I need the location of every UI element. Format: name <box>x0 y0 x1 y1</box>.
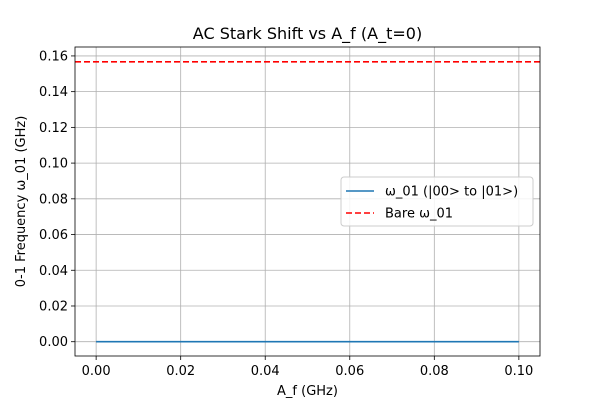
ticks: 0.00 0.02 0.04 0.06 0.08 0.10 0.00 0.02 0.04 0.06… <box>39 49 533 379</box>
chart-title: AC Stark Shift vs A_f (A_t=0) <box>193 24 422 44</box>
y-tick-label: 0.06 <box>39 228 68 243</box>
y-tick-label: 0.12 <box>39 121 68 136</box>
legend-label: ω_01 (|00> to |01>) <box>385 185 518 200</box>
y-tick-label: 0.02 <box>39 299 68 314</box>
y-tick-label: 0.16 <box>39 49 68 64</box>
y-tick-label: 0.14 <box>39 85 68 100</box>
y-tick-label: 0.00 <box>39 335 68 350</box>
legend-box <box>340 176 534 227</box>
x-tick-label: 0.06 <box>335 364 364 379</box>
x-axis-label: A_f (GHz) <box>277 384 338 399</box>
y-tick-label: 0.08 <box>39 192 68 207</box>
y-axis-label: 0-1 Frequency ω_01 (GHz) <box>14 116 29 288</box>
plot-frame <box>74 46 541 357</box>
x-tick-label: 0.08 <box>420 364 449 379</box>
legend-label: Bare ω_01 <box>385 207 453 222</box>
x-tick-label: 0.00 <box>82 364 111 379</box>
x-tick-label: 0.04 <box>251 364 280 379</box>
y-tick-label: 0.04 <box>39 264 68 279</box>
series-layer <box>75 61 540 343</box>
x-tick-label: 0.10 <box>504 364 533 379</box>
legend: ω_01 (|00> to |01>) Bare ω_01 <box>340 176 534 227</box>
y-tick-label: 0.10 <box>39 157 68 172</box>
x-tick-label: 0.02 <box>166 364 195 379</box>
